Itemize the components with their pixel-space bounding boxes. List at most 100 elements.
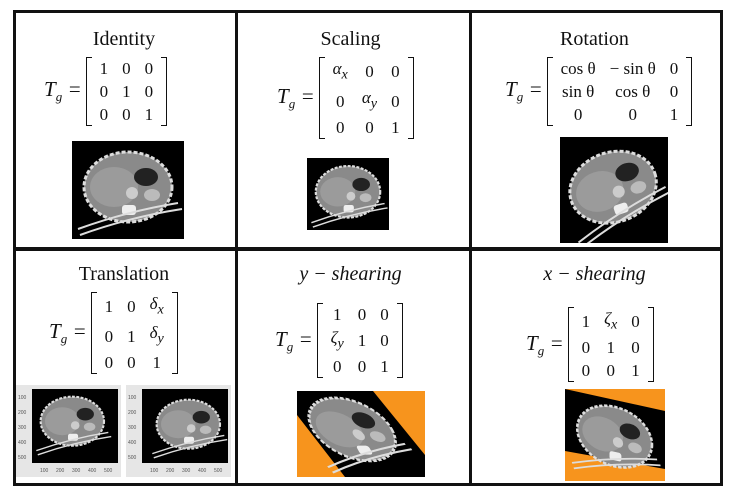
- matrix-cell: 0: [365, 117, 374, 137]
- matrix-row: 0 1 δy: [98, 321, 171, 350]
- matrix-cell: 1: [122, 82, 131, 101]
- matrix-row: 1 0 δx: [98, 292, 171, 321]
- panel-title: Identity: [92, 28, 156, 50]
- matrix-cell: 0: [127, 297, 136, 317]
- matrix-cell: cos θ: [615, 82, 651, 101]
- y-tick-label: 400: [18, 440, 27, 446]
- tg-symbol: Tg =: [277, 83, 315, 111]
- matrix-cell: δy: [149, 323, 164, 347]
- tg-symbol: Tg =: [49, 318, 87, 346]
- tg-symbol: Tg =: [44, 77, 82, 105]
- matrix-cell: sin θ: [562, 82, 595, 101]
- transform-matrix: αx 0 0 0 αy 0 0 0 1: [318, 57, 414, 139]
- matrix-cell: 0: [391, 91, 400, 111]
- panel-title: x − shearing: [543, 263, 646, 285]
- matrix-row: 1 ζx 0: [575, 307, 647, 336]
- translation-plot-shifted: 100 200 300 400 500 100 200 300 400 500: [126, 385, 231, 477]
- panel-title: Scaling: [320, 28, 381, 50]
- y-tick-label: 200: [18, 410, 27, 416]
- matrix-cell: 0: [357, 357, 367, 377]
- matrix-cell: 0: [380, 331, 389, 351]
- x-tick-label: 200: [56, 468, 65, 474]
- matrix-cell: 0: [332, 357, 342, 377]
- matrix-row: ζy 1 0: [324, 326, 396, 355]
- tg-symbol: Tg =: [526, 330, 564, 358]
- y-tick-label: 100: [18, 395, 27, 401]
- matrix-cell: 1: [581, 312, 591, 332]
- matrix-cell: 0: [335, 91, 345, 111]
- matrix-cell: 0: [127, 352, 136, 372]
- matrix-cell: ζy: [330, 328, 344, 352]
- matrix-row: αx 0 0: [326, 57, 407, 86]
- ct-scan-plot: 100 200 300 400 500 100 200 300 400 500: [16, 385, 121, 477]
- matrix-cell: 0: [669, 82, 679, 101]
- x-tick-label: 500: [104, 468, 113, 474]
- matrix-row: cos θ − sin θ 0: [554, 57, 686, 80]
- y-tick-label: 300: [128, 425, 137, 431]
- matrix-cell: cos θ: [560, 59, 596, 78]
- matrix-cell: δx: [149, 294, 164, 318]
- matrix-cell: 1: [391, 117, 400, 137]
- tg-symbol: Tg =: [505, 77, 543, 105]
- matrix-row: 0 αy 0: [326, 86, 407, 115]
- matrix-cell: 0: [631, 338, 640, 358]
- matrix-cell: 0: [669, 59, 679, 78]
- ct-scan-plot-shifted: 100 200 300 400 500 100 200 300 400 500: [126, 385, 231, 477]
- matrix-cell: 1: [144, 105, 154, 124]
- matrix-cell: 0: [99, 105, 109, 124]
- matrix-cell: αy: [361, 88, 378, 112]
- transform-equation: Tg = αx 0 0 0 αy 0 0 0 1: [277, 57, 414, 139]
- matrix-cell: 1: [127, 326, 136, 346]
- matrix-cell: 0: [380, 305, 389, 324]
- matrix-cell: 0: [391, 62, 400, 82]
- transform-equation: Tg = 1 ζx 0 0 1 0 0 0 1: [526, 307, 654, 383]
- matrix-row: sin θ cos θ 0: [554, 80, 686, 103]
- matrix-cell: 1: [99, 59, 109, 78]
- matrix-cell: 0: [581, 338, 591, 358]
- ct-scan-image: [560, 137, 668, 243]
- y-tick-label: 400: [128, 440, 137, 446]
- matrix-cell: 0: [144, 82, 154, 101]
- ct-scan-scaled: [307, 158, 389, 230]
- panel-scaling: Scaling Tg = αx 0 0 0 αy 0 0 0 1: [235, 13, 466, 244]
- grid-divider-horizontal: [16, 247, 720, 251]
- matrix-cell: 1: [357, 331, 367, 351]
- ct-scan-y-sheared: [297, 391, 425, 477]
- matrix-cell: 1: [332, 305, 342, 324]
- panel-y-shearing: y − shearing Tg = 1 0 0 ζy 1 0 0 0 1: [235, 251, 466, 483]
- transform-matrix: cos θ − sin θ 0 sin θ cos θ 0 0 0 1: [546, 57, 693, 126]
- y-tick-label: 100: [128, 395, 137, 401]
- transform-equation: Tg = cos θ − sin θ 0 sin θ cos θ 0 0 0 1: [505, 57, 692, 126]
- matrix-cell: 1: [380, 357, 389, 377]
- matrix-cell: 0: [122, 105, 131, 124]
- panel-title: Translation: [78, 263, 170, 285]
- panel-title: Rotation: [560, 28, 629, 50]
- x-tick-label: 300: [182, 468, 191, 474]
- matrix-cell: 1: [631, 361, 640, 381]
- matrix-cell: 0: [335, 117, 345, 137]
- x-tick-label: 400: [88, 468, 97, 474]
- transform-matrix: 1 0 δx 0 1 δy 0 0 1: [90, 292, 179, 374]
- ct-scan-image: [297, 391, 425, 477]
- tg-symbol: Tg =: [275, 326, 313, 354]
- matrix-cell: ζx: [604, 309, 618, 333]
- matrix-cell: 0: [628, 105, 637, 124]
- matrix-cell: 0: [99, 82, 109, 101]
- y-tick-label: 300: [18, 425, 27, 431]
- panel-rotation: Rotation Tg = cos θ − sin θ 0 sin θ cos θ 0 0 0…: [469, 13, 720, 244]
- x-tick-label: 500: [214, 468, 223, 474]
- x-tick-label: 300: [72, 468, 81, 474]
- ct-scan-image: [307, 158, 389, 230]
- matrix-cell: 1: [152, 352, 161, 372]
- x-tick-label: 100: [40, 468, 49, 474]
- matrix-cell: αx: [332, 59, 348, 83]
- matrix-cell: 0: [365, 62, 374, 82]
- ct-scan-image: [72, 141, 184, 239]
